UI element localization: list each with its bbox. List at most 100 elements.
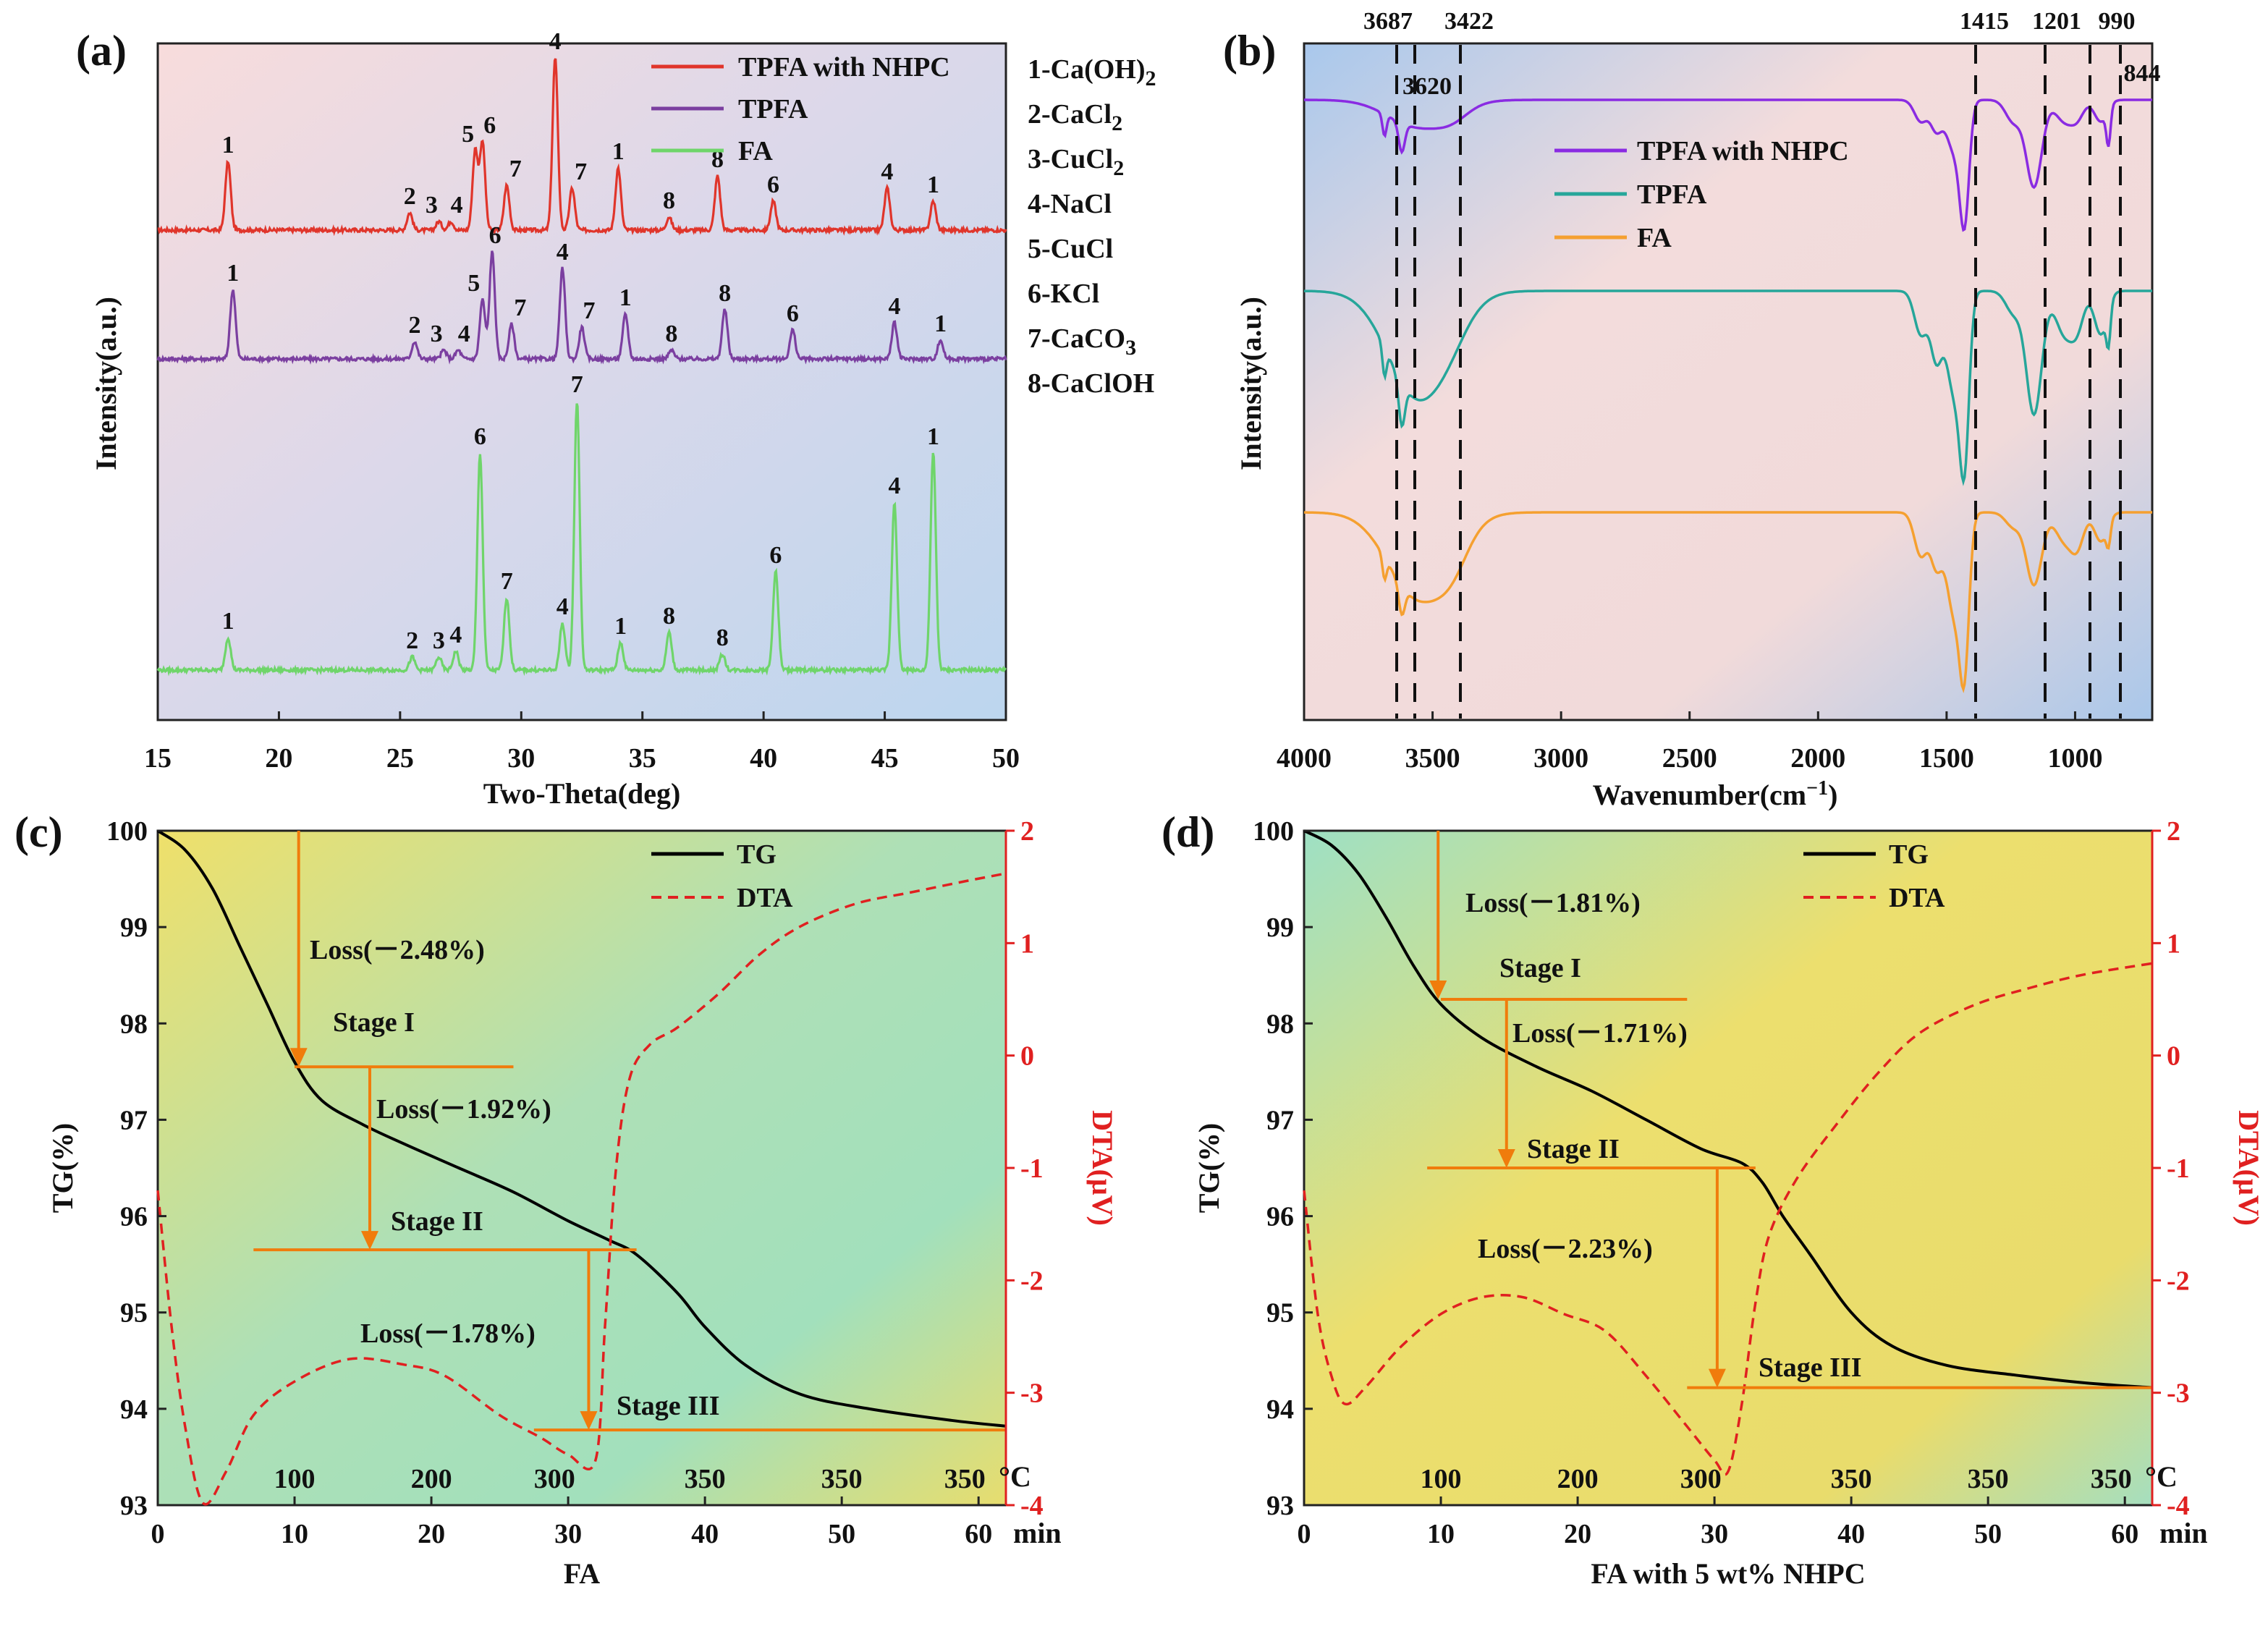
x-tick-label: 4000	[1277, 743, 1332, 774]
band-label: 1415	[1960, 8, 2009, 35]
x-tick-label: 60	[2111, 1519, 2138, 1549]
peak-label: 8	[665, 321, 677, 347]
x-tick-label: 50	[828, 1519, 855, 1549]
y2-tick-label: -2	[1020, 1266, 1044, 1296]
y-tick-label: 100	[1253, 816, 1294, 847]
x-tick-label: 1500	[1919, 743, 1974, 774]
y2-tick-label: -1	[2167, 1153, 2190, 1184]
loss-label: Loss(－1.78%)	[360, 1318, 536, 1349]
peak-label: 6	[787, 300, 799, 327]
peak-label: 1	[227, 260, 239, 287]
peak-label: 6	[769, 542, 782, 569]
stage-label: Stage III	[617, 1391, 720, 1421]
peak-label: 6	[474, 423, 486, 450]
temp-label: 350	[685, 1464, 726, 1494]
peak-label: 4	[557, 593, 569, 620]
peak-label: 1	[927, 172, 939, 198]
peak-label: 3	[433, 627, 445, 654]
peak-label: 8	[711, 146, 724, 173]
phase-name: 5-CuCl	[1028, 234, 1113, 264]
peak-label: 4	[458, 321, 470, 347]
band-label: 1201	[2032, 8, 2081, 35]
temp-label: 300	[534, 1464, 575, 1494]
legend-entry: FA	[1637, 223, 1672, 253]
panel-b-label: (b)	[1223, 27, 1276, 75]
panel-d-content: Stage I Stage II Stage III Loss(－1.81%) Loss…	[1193, 816, 2265, 1590]
stage-label: Stage I	[1499, 953, 1581, 983]
panel-b-band-markers: 3687 3620 3422 1415 1201 990 844	[1363, 8, 2161, 719]
stage-label: Stage II	[391, 1206, 483, 1237]
y2-tick-label: 2	[1020, 816, 1034, 847]
ftir-curve-2	[1304, 511, 2152, 693]
temp-label: 350	[821, 1464, 863, 1494]
x-tick-label: 0	[1298, 1519, 1311, 1549]
y-tick-label: 93	[120, 1491, 148, 1521]
phase-legend-entry: 7-CaCO3	[1028, 323, 1136, 360]
phase-name: 6-KCl	[1028, 279, 1099, 309]
y-tick-label: 96	[1266, 1202, 1294, 1232]
temp-label: 350	[1968, 1464, 2009, 1494]
y2-tick-label: 0	[1020, 1041, 1034, 1072]
x-tick-label: 1000	[2047, 743, 2102, 774]
y2-tick-label: -4	[1020, 1491, 1044, 1521]
panel-d-label: (d)	[1161, 808, 1214, 856]
panel-a-x-title: Two-Theta(deg)	[483, 777, 681, 810]
peak-label: 8	[716, 624, 729, 651]
y2-tick-label: -1	[1020, 1153, 1044, 1184]
legend-entry: TPFA with NHPC	[738, 52, 950, 82]
y-axis-title: TG(%)	[1193, 1123, 1225, 1213]
temp-label: 350	[944, 1464, 986, 1494]
dta-curve	[156, 872, 1007, 1506]
x-tick-label: 20	[265, 743, 292, 774]
peak-label: 1	[927, 423, 939, 450]
panel-b-ftir: (b) 3687 3620 3422 1415 1201 990 844 4000 3500 3…	[1223, 8, 2161, 811]
peak-label: 1	[934, 310, 947, 337]
ftir-curve-1	[1303, 289, 2152, 486]
y-tick-label: 99	[1266, 912, 1294, 943]
panel-a-phase-legend: 1-Ca(OH)22-CaCl23-CuCl24-NaCl5-CuCl6-KCl…	[1028, 54, 1156, 399]
x-tick-label: 50	[992, 743, 1020, 774]
x-tick-label: 35	[629, 743, 656, 774]
xrd-curve-1	[156, 250, 1007, 365]
panel-c-content: Stage I Stage II Stage III Loss(－2.48%) Loss…	[46, 816, 1119, 1590]
peak-label: 1	[222, 608, 234, 635]
peak-label: 5	[467, 270, 480, 297]
panel-d-tg-dta: (d) Stage I Stage II Stage III Loss(－1.81%)…	[1161, 808, 2265, 1590]
phase-legend-entry: 8-CaClOH	[1028, 368, 1154, 399]
temp-unit: °C	[999, 1460, 1031, 1493]
panel-c-label: (c)	[14, 808, 63, 856]
y2-tick-label: 2	[2167, 816, 2180, 847]
temp-label: 100	[274, 1464, 316, 1494]
legend-entry: TPFA	[738, 94, 808, 124]
y2-tick-label: -2	[2167, 1266, 2190, 1296]
phase-legend-entry: 3-CuCl2	[1028, 144, 1124, 180]
phase-name: 3-CuCl	[1028, 144, 1113, 174]
phase-subscript: 2	[1113, 156, 1124, 180]
peak-label: 4	[549, 28, 562, 55]
peak-label: 2	[404, 183, 416, 210]
phase-subscript: 2	[1112, 111, 1122, 135]
y-tick-label: 97	[120, 1105, 148, 1135]
phase-legend-entry: 1-Ca(OH)2	[1028, 54, 1156, 90]
arrow-head	[361, 1231, 378, 1250]
peak-label: 2	[408, 312, 420, 339]
y-tick-label: 94	[1266, 1394, 1294, 1425]
ftir-curve-0	[1304, 98, 2152, 232]
panel-b-legend: TPFA with NHPC TPFA FA	[1554, 136, 1849, 253]
panel-a-legend: TPFA with NHPC TPFA FA	[651, 52, 950, 166]
peak-label: 4	[881, 158, 893, 185]
peak-label: 7	[514, 295, 526, 321]
y-tick-label: 93	[1266, 1491, 1294, 1521]
x-tick-label: 30	[554, 1519, 582, 1549]
x-axis-title: FA with 5 wt% NHPC	[1591, 1557, 1865, 1590]
peak-label: 7	[501, 568, 513, 595]
panel-c-tg-dta: (c) Stage I Stage II Stage III Loss(－2.48%)…	[14, 808, 1119, 1590]
x-tick-label: 2000	[1790, 743, 1845, 774]
y-tick-label: 100	[106, 816, 148, 847]
y2-tick-label: 1	[2167, 928, 2180, 959]
y-tick-label: 98	[1266, 1009, 1294, 1039]
xrd-curve-0	[157, 58, 1007, 237]
stage-label: Stage I	[333, 1007, 415, 1038]
